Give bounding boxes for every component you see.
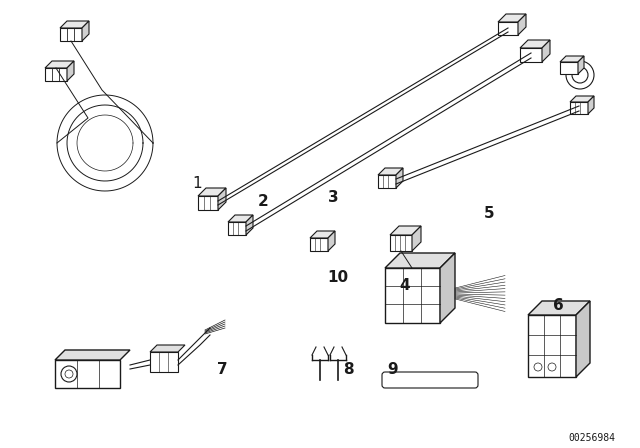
Polygon shape [55,350,130,360]
Text: 9: 9 [388,362,398,378]
Polygon shape [150,352,178,372]
Text: 4: 4 [400,277,410,293]
Circle shape [566,61,594,89]
Polygon shape [67,61,74,81]
Polygon shape [560,56,584,62]
Polygon shape [310,238,328,251]
Polygon shape [150,345,185,352]
Circle shape [572,67,588,83]
Polygon shape [246,215,253,235]
Polygon shape [198,188,226,196]
Text: 3: 3 [328,190,339,204]
Polygon shape [578,56,584,74]
Text: 1: 1 [192,176,202,190]
Polygon shape [518,14,526,35]
Polygon shape [520,40,550,48]
Text: 2: 2 [258,194,268,210]
Polygon shape [385,253,455,268]
Polygon shape [218,188,226,210]
Circle shape [534,363,542,371]
Polygon shape [82,21,89,41]
Polygon shape [60,28,82,41]
Text: 8: 8 [342,362,353,378]
Polygon shape [198,196,218,210]
Polygon shape [412,226,421,251]
Text: 6: 6 [552,297,563,313]
Polygon shape [498,14,526,22]
Polygon shape [498,22,518,35]
Polygon shape [45,61,74,68]
Polygon shape [390,226,421,235]
Polygon shape [60,21,89,28]
Polygon shape [570,102,588,114]
Text: 10: 10 [328,270,349,284]
Polygon shape [570,96,594,102]
Polygon shape [310,231,335,238]
Polygon shape [55,360,120,388]
Circle shape [65,370,73,378]
Polygon shape [588,96,594,114]
Polygon shape [45,68,67,81]
FancyBboxPatch shape [382,372,478,388]
Polygon shape [378,168,403,175]
Polygon shape [542,40,550,62]
Text: 00256984: 00256984 [568,433,615,443]
Polygon shape [385,268,440,323]
Polygon shape [440,253,455,323]
Circle shape [61,366,77,382]
Text: 5: 5 [484,206,494,220]
Text: 7: 7 [217,362,227,378]
Circle shape [548,363,556,371]
Polygon shape [228,222,246,235]
Polygon shape [396,168,403,188]
Polygon shape [560,62,578,74]
Polygon shape [328,231,335,251]
Polygon shape [576,301,590,377]
Polygon shape [390,235,412,251]
Polygon shape [228,215,253,222]
Polygon shape [378,175,396,188]
Polygon shape [528,301,590,315]
Polygon shape [528,315,576,377]
Polygon shape [520,48,542,62]
